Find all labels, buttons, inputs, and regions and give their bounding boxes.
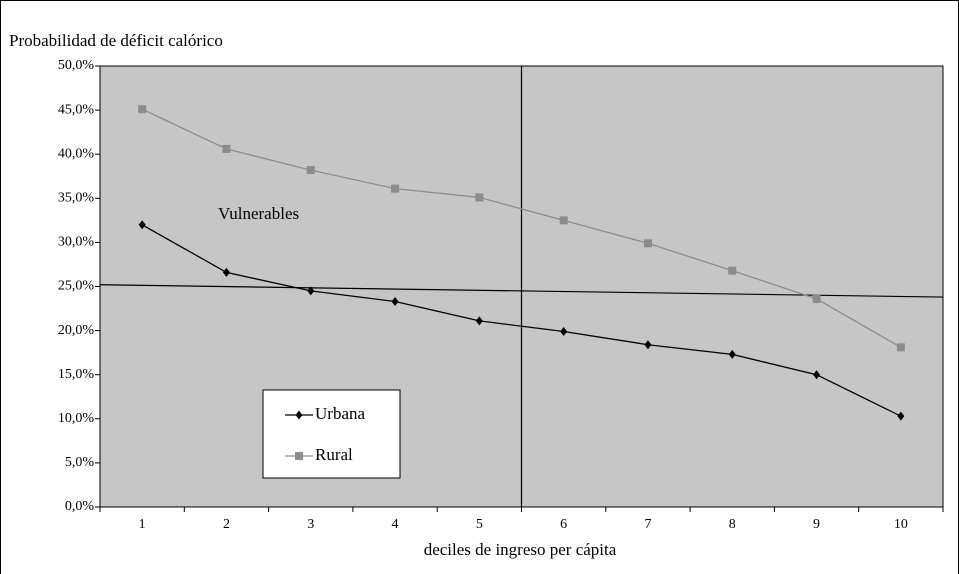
x-tick-label: 10	[894, 517, 908, 532]
annotation: Vulnerables	[218, 204, 299, 223]
marker	[897, 411, 905, 421]
marker	[222, 144, 231, 153]
marker	[559, 216, 568, 225]
y-tick-label: 10,0%	[58, 411, 95, 426]
marker	[295, 452, 303, 460]
x-tick-label: 4	[392, 517, 399, 532]
legend-box	[262, 389, 401, 479]
marker	[306, 166, 315, 175]
y-tick-label: 45,0%	[58, 102, 95, 117]
marker	[896, 343, 905, 352]
marker	[138, 105, 147, 114]
x-tick-label: 1	[139, 517, 146, 532]
x-axis-title: deciles de ingreso per cápita	[424, 540, 617, 559]
marker	[307, 286, 315, 296]
marker	[643, 239, 652, 248]
marker	[475, 193, 484, 202]
x-tick-label: 8	[729, 517, 736, 532]
x-tick-label: 3	[307, 517, 314, 532]
y-tick-label: 30,0%	[58, 235, 95, 250]
marker	[728, 266, 737, 275]
legend-label: Rural	[315, 445, 353, 464]
marker	[644, 340, 652, 350]
y-tick-label: 0,0%	[65, 499, 95, 514]
x-tick-label: 5	[476, 517, 483, 532]
y-axis-title: Probabilidad de déficit calórico	[9, 31, 223, 50]
series-line	[141, 224, 902, 417]
x-tick-label: 7	[644, 517, 651, 532]
marker	[475, 316, 483, 326]
marker	[391, 296, 399, 306]
marker	[812, 294, 821, 303]
marker	[560, 326, 568, 336]
legend-label: Urbana	[315, 404, 365, 423]
y-tick-label: 40,0%	[58, 146, 95, 161]
marker	[222, 267, 230, 277]
marker	[391, 184, 400, 193]
y-tick-label: 25,0%	[58, 279, 95, 294]
y-tick-label: 50,0%	[58, 58, 95, 73]
marker	[295, 410, 303, 420]
y-tick-label: 20,0%	[58, 323, 95, 338]
y-tick-label: 15,0%	[58, 367, 95, 382]
x-tick-label: 2	[223, 517, 230, 532]
marker	[813, 370, 821, 380]
marker	[138, 220, 146, 230]
y-tick-label: 5,0%	[65, 455, 95, 470]
x-tick-label: 6	[560, 517, 567, 532]
marker	[728, 349, 736, 359]
x-tick-label: 9	[813, 517, 820, 532]
series-line	[141, 108, 902, 348]
y-tick-label: 35,0%	[58, 191, 95, 206]
